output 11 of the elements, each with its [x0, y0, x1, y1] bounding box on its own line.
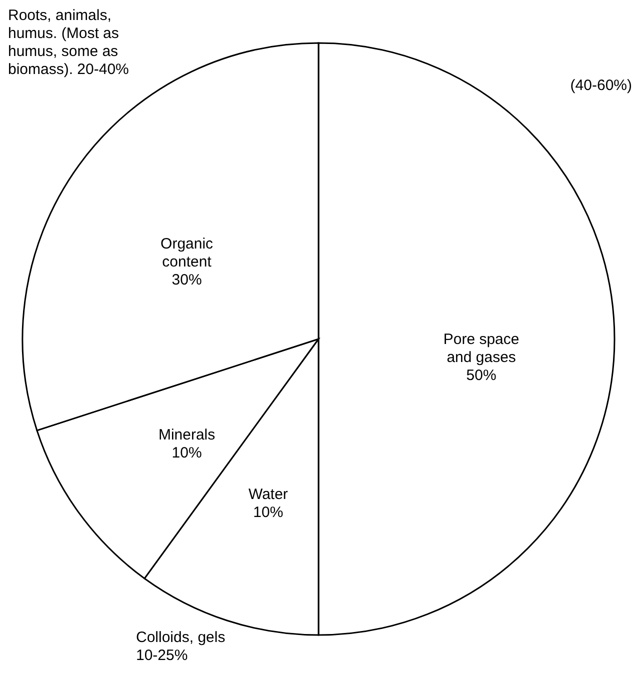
slice-label: Water: [248, 486, 288, 503]
slice-label: Pore space and gases: [443, 331, 520, 366]
text: Colloids, gels 10-25%: [136, 629, 226, 664]
data-label: 30%: [172, 271, 202, 288]
slice-label: Minerals: [158, 426, 216, 444]
data-label: 50%: [466, 367, 496, 384]
slice-label: Organic content: [160, 235, 214, 270]
text: Roots, animals, humus. (Most as humus, some as biomass). 20-40%: [8, 7, 129, 78]
data-label: 10%: [172, 444, 202, 462]
data-label: 10%: [253, 504, 284, 521]
text: (40-60%): [570, 77, 632, 94]
